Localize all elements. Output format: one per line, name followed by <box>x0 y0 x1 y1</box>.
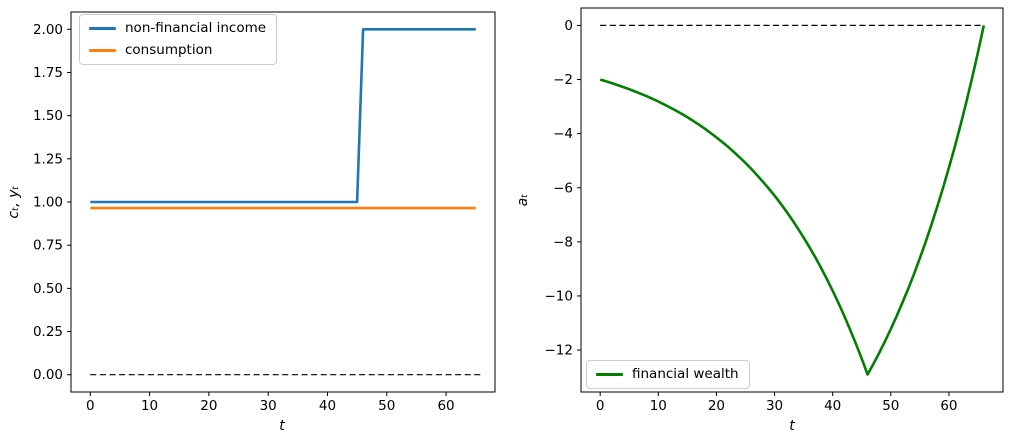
panel-left-x-tick-label: 0 <box>86 398 95 414</box>
panel-right-y-tick-label: −12 <box>545 343 574 359</box>
panel-right-y-tick-label: −8 <box>553 234 573 250</box>
panel-right-y-axis-label: aₜ <box>515 194 531 207</box>
panel-left-y-tick-label: 0.25 <box>33 324 63 340</box>
legend-label-income: non-financial income <box>125 20 267 36</box>
panel-left-y-tick-label: 1.75 <box>33 65 63 81</box>
panel-left-y-tick-label: 0.75 <box>33 238 63 254</box>
legend-label-consumption: consumption <box>125 41 213 58</box>
panel-left-x-tick-label: 30 <box>260 398 277 414</box>
legend-right: financial wealth <box>586 360 750 389</box>
panel-left-y-tick-label: 1.25 <box>33 151 63 167</box>
consumption-line-swatch <box>89 48 116 52</box>
panel-right-x-tick-label: 40 <box>824 398 841 414</box>
non-financial-income-line <box>90 27 476 204</box>
legend-left: non-financial income consumption <box>79 14 278 65</box>
panel-left-y-axis-label: cₜ, yₜ <box>6 185 22 218</box>
panel-right-y-tick-label: −10 <box>545 288 574 304</box>
income-line-swatch <box>89 26 116 30</box>
panel-left-y-tick-label: 0.00 <box>33 367 63 383</box>
panel-left-x-tick-label: 20 <box>200 398 217 414</box>
legend-label-wealth: financial wealth <box>632 366 739 382</box>
panel-right-x-tick-label: 20 <box>708 398 725 414</box>
panel-right-y-tick-label: −2 <box>553 72 573 88</box>
panel-right-x-tick-label: 30 <box>766 398 783 414</box>
panel-left-y-tick-label: 2.00 <box>33 22 63 38</box>
legend-item-consumption: consumption <box>89 42 266 59</box>
wealth-line-swatch <box>596 372 623 376</box>
financial-wealth-line <box>599 25 986 376</box>
legend-item-income: non-financial income <box>89 20 266 37</box>
panel-right-x-tick-label: 50 <box>882 398 899 414</box>
panel-right-x-tick-label: 60 <box>940 398 957 414</box>
panel-right-spines <box>580 7 1004 393</box>
panel-right-y-tick-label: −6 <box>553 180 573 196</box>
panel-right-y-tick-label: 0 <box>564 18 573 34</box>
panel-left-spines <box>70 11 496 393</box>
legend-item-wealth: financial wealth <box>596 366 739 383</box>
panel-left-y-tick-label: 1.00 <box>33 195 63 211</box>
panel-right-x-tick-label: 0 <box>596 398 605 414</box>
panel-left-x-tick-label: 60 <box>437 398 454 414</box>
panel-left-y-tick-label: 1.50 <box>33 108 63 124</box>
panel-left-x-tick-label: 50 <box>378 398 395 414</box>
panel-left-y-tick-label: 0.50 <box>33 281 63 297</box>
panel-right-x-tick-label: 10 <box>650 398 667 414</box>
panel-right-x-axis-label: t <box>789 418 795 434</box>
panel-left-x-axis-label: t <box>279 418 285 434</box>
panel-left-x-tick-label: 10 <box>141 398 158 414</box>
panel-left-x-tick-label: 40 <box>319 398 336 414</box>
panel-right-y-tick-label: −4 <box>553 126 573 142</box>
